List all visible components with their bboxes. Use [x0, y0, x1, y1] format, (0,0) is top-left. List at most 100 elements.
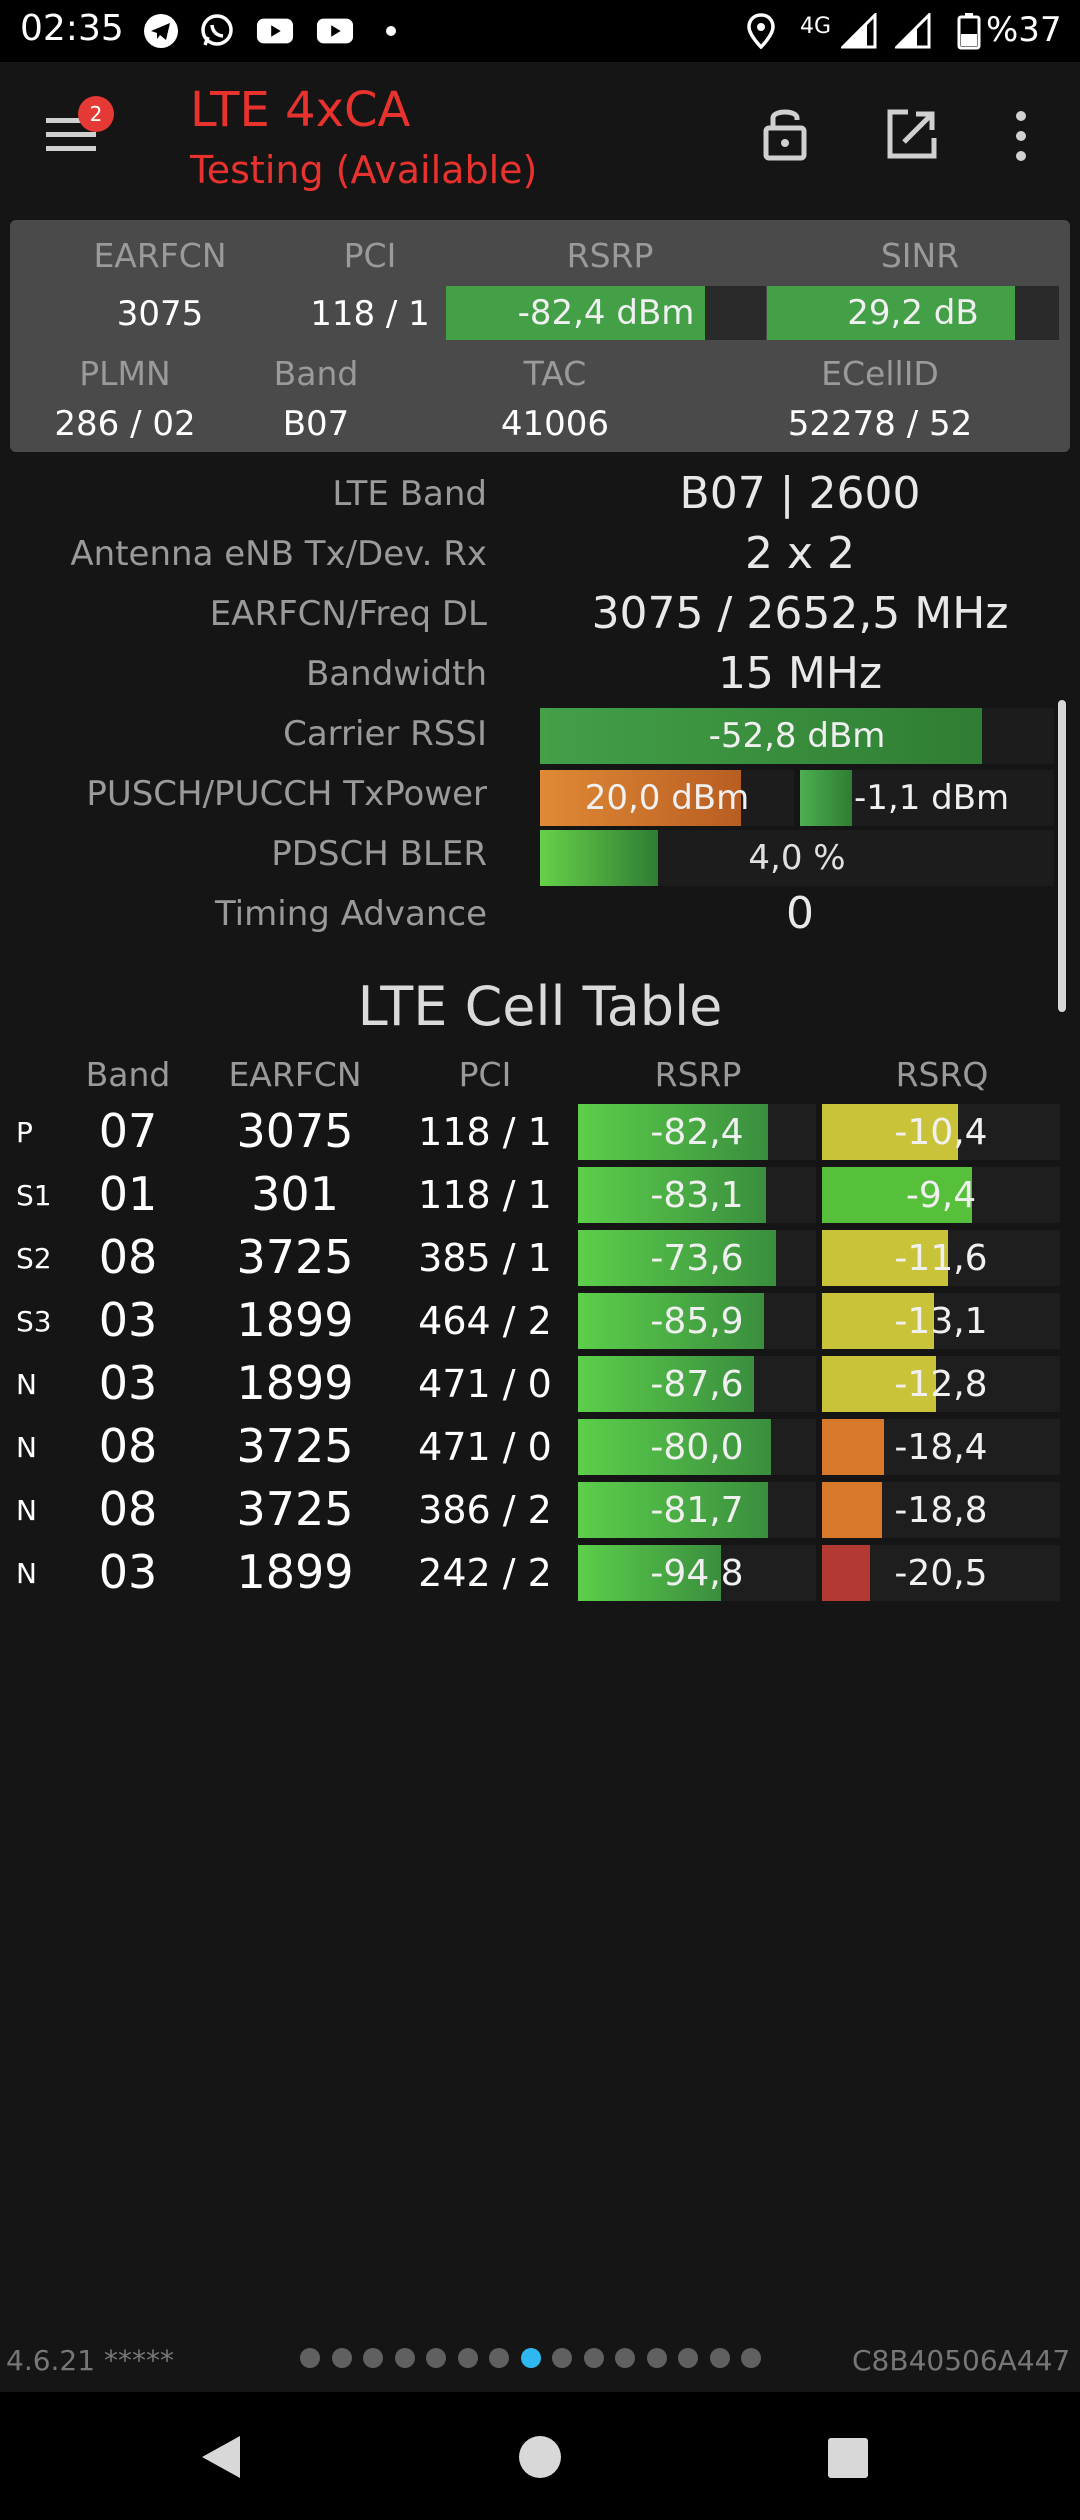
menu-icon[interactable]: [44, 112, 104, 162]
app-title: LTE 4xCA: [190, 82, 411, 138]
row-rsrp-bar: -80,0: [578, 1419, 816, 1475]
page-dot[interactable]: [394, 2348, 415, 2368]
row-pci: 118 / 1: [418, 1110, 552, 1154]
page-dot[interactable]: [678, 2348, 698, 2368]
row-pci: 386 / 2: [418, 1488, 552, 1532]
header-earfcn: EARFCN: [93, 236, 227, 275]
page-dot[interactable]: [457, 2348, 478, 2368]
home-icon[interactable]: [517, 2434, 563, 2480]
rssi-bar-fill: [540, 708, 983, 764]
sinr-bar-fill: [767, 286, 1016, 340]
serving-cell-panel: EARFCN PCI RSRP SINR 3075 118 / 1 -82,4 …: [10, 220, 1070, 452]
page-dot[interactable]: [300, 2348, 320, 2368]
row-rsrp: -82,4: [650, 1111, 744, 1153]
row-earfcn: 3725: [236, 1419, 354, 1473]
pucch-bar: -1,1 dBm: [800, 770, 1054, 826]
page-dot[interactable]: [489, 2348, 509, 2368]
app-version: 4.6.21 *****: [6, 2344, 174, 2377]
pucch-bar-fill: [800, 770, 852, 826]
device-id: C8B40506A447: [852, 2344, 1071, 2377]
more-vert-icon[interactable]: [1006, 108, 1036, 164]
row-rsrq-fill: [822, 1230, 949, 1286]
pusch-bar: 20,0 dBm: [540, 770, 794, 826]
row-role: S2: [16, 1242, 52, 1275]
sinr-value: 29,2 dB: [847, 293, 979, 333]
row-band: 07: [98, 1104, 158, 1158]
col-earfcn: EARFCN: [228, 1055, 362, 1094]
row-rsrq: -12,8: [894, 1363, 988, 1405]
row-rsrp-bar: -85,9: [578, 1293, 816, 1349]
page-dot[interactable]: [709, 2348, 730, 2368]
row-rsrp: -73,6: [650, 1237, 744, 1279]
page-dot[interactable]: [741, 2348, 761, 2368]
col-pci: PCI: [458, 1055, 512, 1094]
row-rsrq: -18,4: [894, 1426, 988, 1468]
row-pci: 242 / 2: [418, 1551, 552, 1595]
ecellid-value: 52278 / 52: [787, 404, 973, 444]
youtube-icon: [316, 12, 354, 50]
open-external-icon[interactable]: [884, 106, 940, 162]
row-band: 03: [98, 1545, 158, 1599]
pci-value: 118 / 1: [310, 294, 430, 334]
row-rsrq-bar: -12,8: [822, 1356, 1060, 1412]
row-rsrq: -20,5: [894, 1552, 988, 1594]
row-rsrp: -83,1: [650, 1174, 744, 1216]
row-rsrp-fill: [578, 1230, 776, 1286]
page-dot[interactable]: [363, 2348, 383, 2368]
page-dot[interactable]: [520, 2348, 541, 2368]
pusch-bar-fill: [540, 770, 741, 826]
recents-icon[interactable]: [826, 2436, 870, 2480]
bandwidth-label: Bandwidth: [305, 654, 487, 694]
row-rsrq: -13,1: [894, 1300, 988, 1342]
col-rsrq: RSRQ: [895, 1055, 989, 1094]
row-rsrp: -85,9: [650, 1300, 744, 1342]
txpower-label: PUSCH/PUCCH TxPower: [86, 774, 487, 814]
row-rsrq-fill: [822, 1482, 882, 1538]
header-pci: PCI: [343, 236, 397, 275]
row-rsrq-fill: [822, 1104, 958, 1160]
row-rsrp: -87,6: [650, 1363, 744, 1405]
row-rsrp-bar: -94,8: [578, 1545, 816, 1601]
row-rsrq-fill: [822, 1419, 884, 1475]
row-pci: 385 / 1: [418, 1236, 552, 1280]
row-band: 08: [98, 1482, 158, 1536]
lock-icon[interactable]: [760, 102, 810, 162]
rsrp-bar: -82,4 dBm: [446, 286, 766, 340]
row-role: N: [16, 1368, 37, 1401]
row-rsrq-bar: -13,1: [822, 1293, 1060, 1349]
location-icon: [742, 12, 780, 50]
page-dot[interactable]: [615, 2348, 635, 2368]
col-rsrp: RSRP: [654, 1055, 742, 1094]
row-earfcn: 1899: [236, 1293, 354, 1347]
status-time: 02:35: [20, 8, 124, 49]
pucch-value: -1,1 dBm: [854, 778, 1010, 818]
cell-table-title: LTE Cell Table: [357, 975, 723, 1038]
row-band: 01: [98, 1167, 158, 1221]
page-dot[interactable]: [583, 2348, 604, 2368]
sinr-bar: 29,2 dB: [767, 286, 1059, 340]
bler-bar-fill: [540, 830, 658, 886]
row-rsrp-fill: [578, 1293, 764, 1349]
row-rsrp-bar: -82,4: [578, 1104, 816, 1160]
row-rsrq-bar: -18,8: [822, 1482, 1060, 1538]
bler-label: PDSCH BLER: [271, 834, 487, 874]
row-pci: 471 / 0: [418, 1425, 552, 1469]
scrollbar[interactable]: [1058, 700, 1066, 1012]
row-role: S3: [16, 1305, 52, 1338]
row-role: S1: [16, 1179, 52, 1212]
row-band: 03: [98, 1356, 158, 1410]
page-dot[interactable]: [552, 2348, 572, 2368]
header-ecellid: ECellID: [821, 354, 939, 393]
back-icon[interactable]: [196, 2432, 246, 2482]
page-indicator[interactable]: [300, 2348, 761, 2372]
row-rsrq-fill: [822, 1167, 972, 1223]
row-earfcn: 3725: [236, 1482, 354, 1536]
app-subtitle: Testing (Available): [190, 148, 538, 192]
page-dot[interactable]: [426, 2348, 446, 2368]
bandwidth-value: 15 MHz: [717, 648, 883, 699]
page-dot[interactable]: [646, 2348, 667, 2368]
battery-icon: [950, 12, 988, 50]
page-dot[interactable]: [331, 2348, 352, 2368]
row-rsrp-fill: [578, 1419, 771, 1475]
rssi-label: Carrier RSSI: [283, 714, 487, 754]
